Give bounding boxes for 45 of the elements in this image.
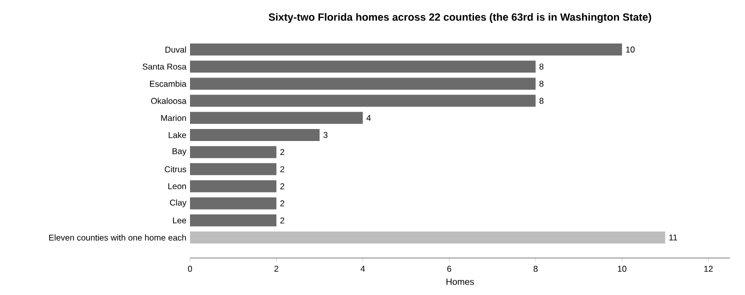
data-label: 10 <box>626 46 635 53</box>
bar <box>190 146 276 158</box>
data-label: 4 <box>366 114 371 121</box>
bar <box>190 78 536 90</box>
bar <box>190 231 666 244</box>
bar <box>190 214 276 226</box>
y-tick-label: Leon <box>168 183 186 190</box>
y-tick-label: Marion <box>161 114 186 121</box>
y-tick-label: Citrus <box>164 166 186 172</box>
x-tick-label: 2 <box>274 266 278 272</box>
data-label: 2 <box>280 149 284 156</box>
data-label: 2 <box>280 200 284 206</box>
y-tick-label: Santa Rosa <box>142 64 186 70</box>
y-tick-label: Duval <box>166 46 186 53</box>
x-tick-label: 0 <box>188 266 192 272</box>
data-label: 2 <box>280 217 284 224</box>
bar <box>190 163 276 176</box>
x-tick-label: 8 <box>534 266 538 272</box>
data-label: 8 <box>540 80 544 87</box>
x-tick-label: 4 <box>360 266 365 272</box>
bar <box>190 180 276 192</box>
data-label: 2 <box>280 166 284 172</box>
x-axis-title: Homes <box>446 278 474 285</box>
bar <box>190 94 536 107</box>
chart-title: Sixty-two Florida homes across 22 counties (the 63rd is in Washington State) <box>268 13 652 23</box>
bar <box>190 197 276 210</box>
y-tick-label: Okaloosa <box>151 98 186 104</box>
x-tick-label: 10 <box>618 266 626 272</box>
y-tick-label: Lake <box>168 132 186 138</box>
y-tick-label: Clay <box>170 199 186 208</box>
x-tick-label: 12 <box>704 266 713 272</box>
x-tick-label: 6 <box>447 266 452 272</box>
bar <box>190 112 363 124</box>
data-label: 3 <box>323 132 328 138</box>
bar <box>190 44 622 56</box>
bar <box>190 128 320 141</box>
y-tick-label: Eleven counties with one home each <box>49 234 186 241</box>
data-label: 2 <box>280 183 284 190</box>
data-label: 8 <box>540 64 544 70</box>
data-label: 8 <box>540 98 544 104</box>
y-tick-label: Escambia <box>150 80 186 87</box>
bar <box>190 60 536 73</box>
data-label: 11 <box>669 234 678 240</box>
y-tick-label: Bay <box>172 148 186 156</box>
y-tick-label: Lee <box>173 217 186 224</box>
